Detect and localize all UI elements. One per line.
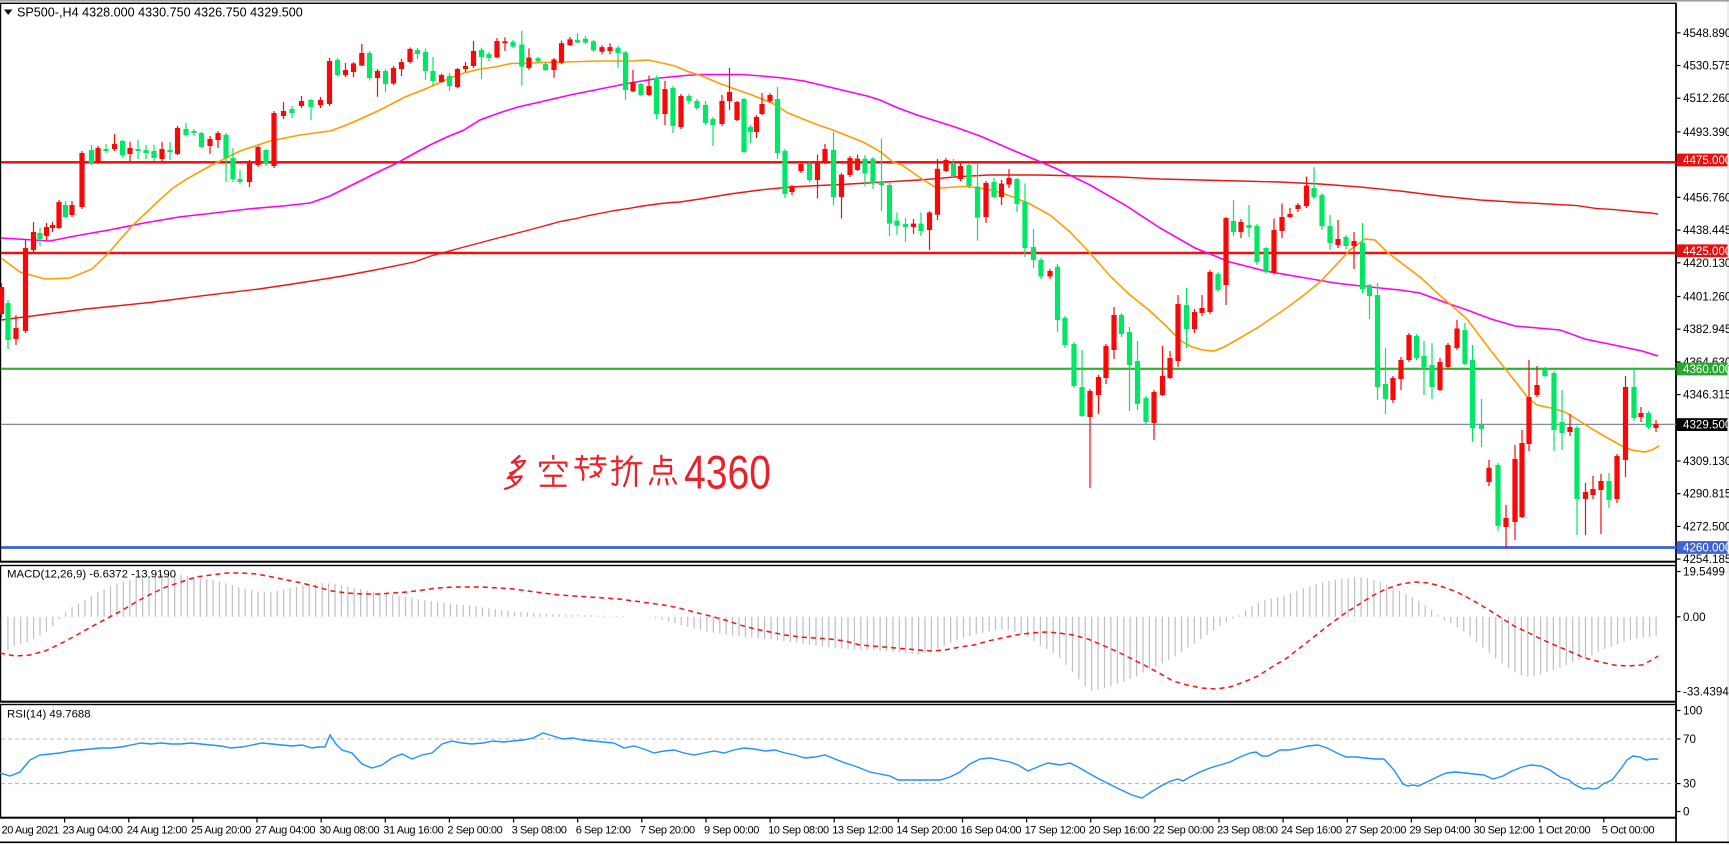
svg-text:24 Aug 12:00: 24 Aug 12:00 bbox=[127, 825, 187, 837]
svg-text:4346.315: 4346.315 bbox=[1683, 389, 1729, 402]
svg-text:14 Sep 20:00: 14 Sep 20:00 bbox=[896, 825, 957, 837]
svg-text:4548.890: 4548.890 bbox=[1683, 27, 1729, 40]
svg-text:4401.260: 4401.260 bbox=[1683, 291, 1729, 304]
svg-text:SP500-,H4 4328.000 4330.750 4: SP500-,H4 4328.000 4330.750 4326.750 432… bbox=[17, 6, 303, 20]
svg-text:4360: 4360 bbox=[684, 446, 771, 499]
svg-text:13 Sep 12:00: 13 Sep 12:00 bbox=[832, 825, 893, 837]
svg-text:4512.260: 4512.260 bbox=[1683, 92, 1729, 105]
svg-text:4309.130: 4309.130 bbox=[1683, 455, 1729, 468]
svg-text:RSI(14) 49.7688: RSI(14) 49.7688 bbox=[7, 709, 91, 721]
svg-text:23 Aug 04:00: 23 Aug 04:00 bbox=[63, 825, 123, 837]
svg-text:4272.500: 4272.500 bbox=[1683, 520, 1729, 533]
svg-text:4456.760: 4456.760 bbox=[1683, 191, 1729, 204]
svg-text:19.5499: 19.5499 bbox=[1683, 566, 1725, 579]
svg-text:27 Aug 04:00: 27 Aug 04:00 bbox=[255, 825, 315, 837]
svg-text:4290.815: 4290.815 bbox=[1683, 488, 1729, 501]
svg-text:31 Aug 16:00: 31 Aug 16:00 bbox=[383, 825, 443, 837]
svg-text:9 Sep 00:00: 9 Sep 00:00 bbox=[704, 825, 759, 837]
svg-text:17 Sep 12:00: 17 Sep 12:00 bbox=[1025, 825, 1086, 837]
svg-text:4329.500: 4329.500 bbox=[1683, 419, 1729, 432]
svg-text:2 Sep 00:00: 2 Sep 00:00 bbox=[447, 825, 502, 837]
svg-text:4475.000: 4475.000 bbox=[1683, 154, 1729, 167]
svg-text:5 Oct 00:00: 5 Oct 00:00 bbox=[1602, 825, 1655, 837]
svg-text:4530.575: 4530.575 bbox=[1683, 60, 1729, 73]
svg-text:0.00: 0.00 bbox=[1683, 611, 1706, 624]
svg-text:4382.945: 4382.945 bbox=[1683, 323, 1729, 336]
svg-text:29 Sep 04:00: 29 Sep 04:00 bbox=[1409, 825, 1470, 837]
svg-text:4260.000: 4260.000 bbox=[1683, 542, 1729, 555]
svg-text:10 Sep 08:00: 10 Sep 08:00 bbox=[768, 825, 829, 837]
svg-text:20 Aug 2021: 20 Aug 2021 bbox=[2, 825, 60, 837]
svg-text:1 Oct 20:00: 1 Oct 20:00 bbox=[1538, 825, 1591, 837]
svg-text:25 Aug 20:00: 25 Aug 20:00 bbox=[191, 825, 251, 837]
svg-text:24 Sep 16:00: 24 Sep 16:00 bbox=[1281, 825, 1342, 837]
svg-text:4420.130: 4420.130 bbox=[1683, 257, 1729, 270]
svg-text:4254.185: 4254.185 bbox=[1683, 553, 1729, 566]
svg-text:3 Sep 08:00: 3 Sep 08:00 bbox=[512, 825, 567, 837]
svg-text:-33.4394: -33.4394 bbox=[1683, 686, 1729, 699]
svg-text:6 Sep 12:00: 6 Sep 12:00 bbox=[576, 825, 631, 837]
svg-text:27 Sep 20:00: 27 Sep 20:00 bbox=[1345, 825, 1406, 837]
svg-text:4438.445: 4438.445 bbox=[1683, 224, 1729, 237]
svg-text:0: 0 bbox=[1683, 806, 1689, 819]
svg-text:7 Sep 20:00: 7 Sep 20:00 bbox=[640, 825, 695, 837]
svg-text:22 Sep 00:00: 22 Sep 00:00 bbox=[1153, 825, 1214, 837]
svg-text:30 Aug 08:00: 30 Aug 08:00 bbox=[319, 825, 379, 837]
svg-text:4493.390: 4493.390 bbox=[1683, 126, 1729, 139]
svg-text:20 Sep 16:00: 20 Sep 16:00 bbox=[1089, 825, 1150, 837]
svg-text:23 Sep 08:00: 23 Sep 08:00 bbox=[1217, 825, 1278, 837]
svg-text:MACD(12,26,9) -6.6372 -13.9190: MACD(12,26,9) -6.6372 -13.9190 bbox=[7, 569, 176, 581]
svg-text:16 Sep 04:00: 16 Sep 04:00 bbox=[961, 825, 1022, 837]
svg-text:100: 100 bbox=[1683, 705, 1702, 718]
svg-text:4425.000: 4425.000 bbox=[1683, 245, 1729, 258]
svg-text:30 Sep 12:00: 30 Sep 12:00 bbox=[1474, 825, 1535, 837]
svg-text:70: 70 bbox=[1683, 733, 1696, 746]
svg-text:30: 30 bbox=[1683, 778, 1696, 791]
svg-text:4360.000: 4360.000 bbox=[1683, 363, 1729, 376]
